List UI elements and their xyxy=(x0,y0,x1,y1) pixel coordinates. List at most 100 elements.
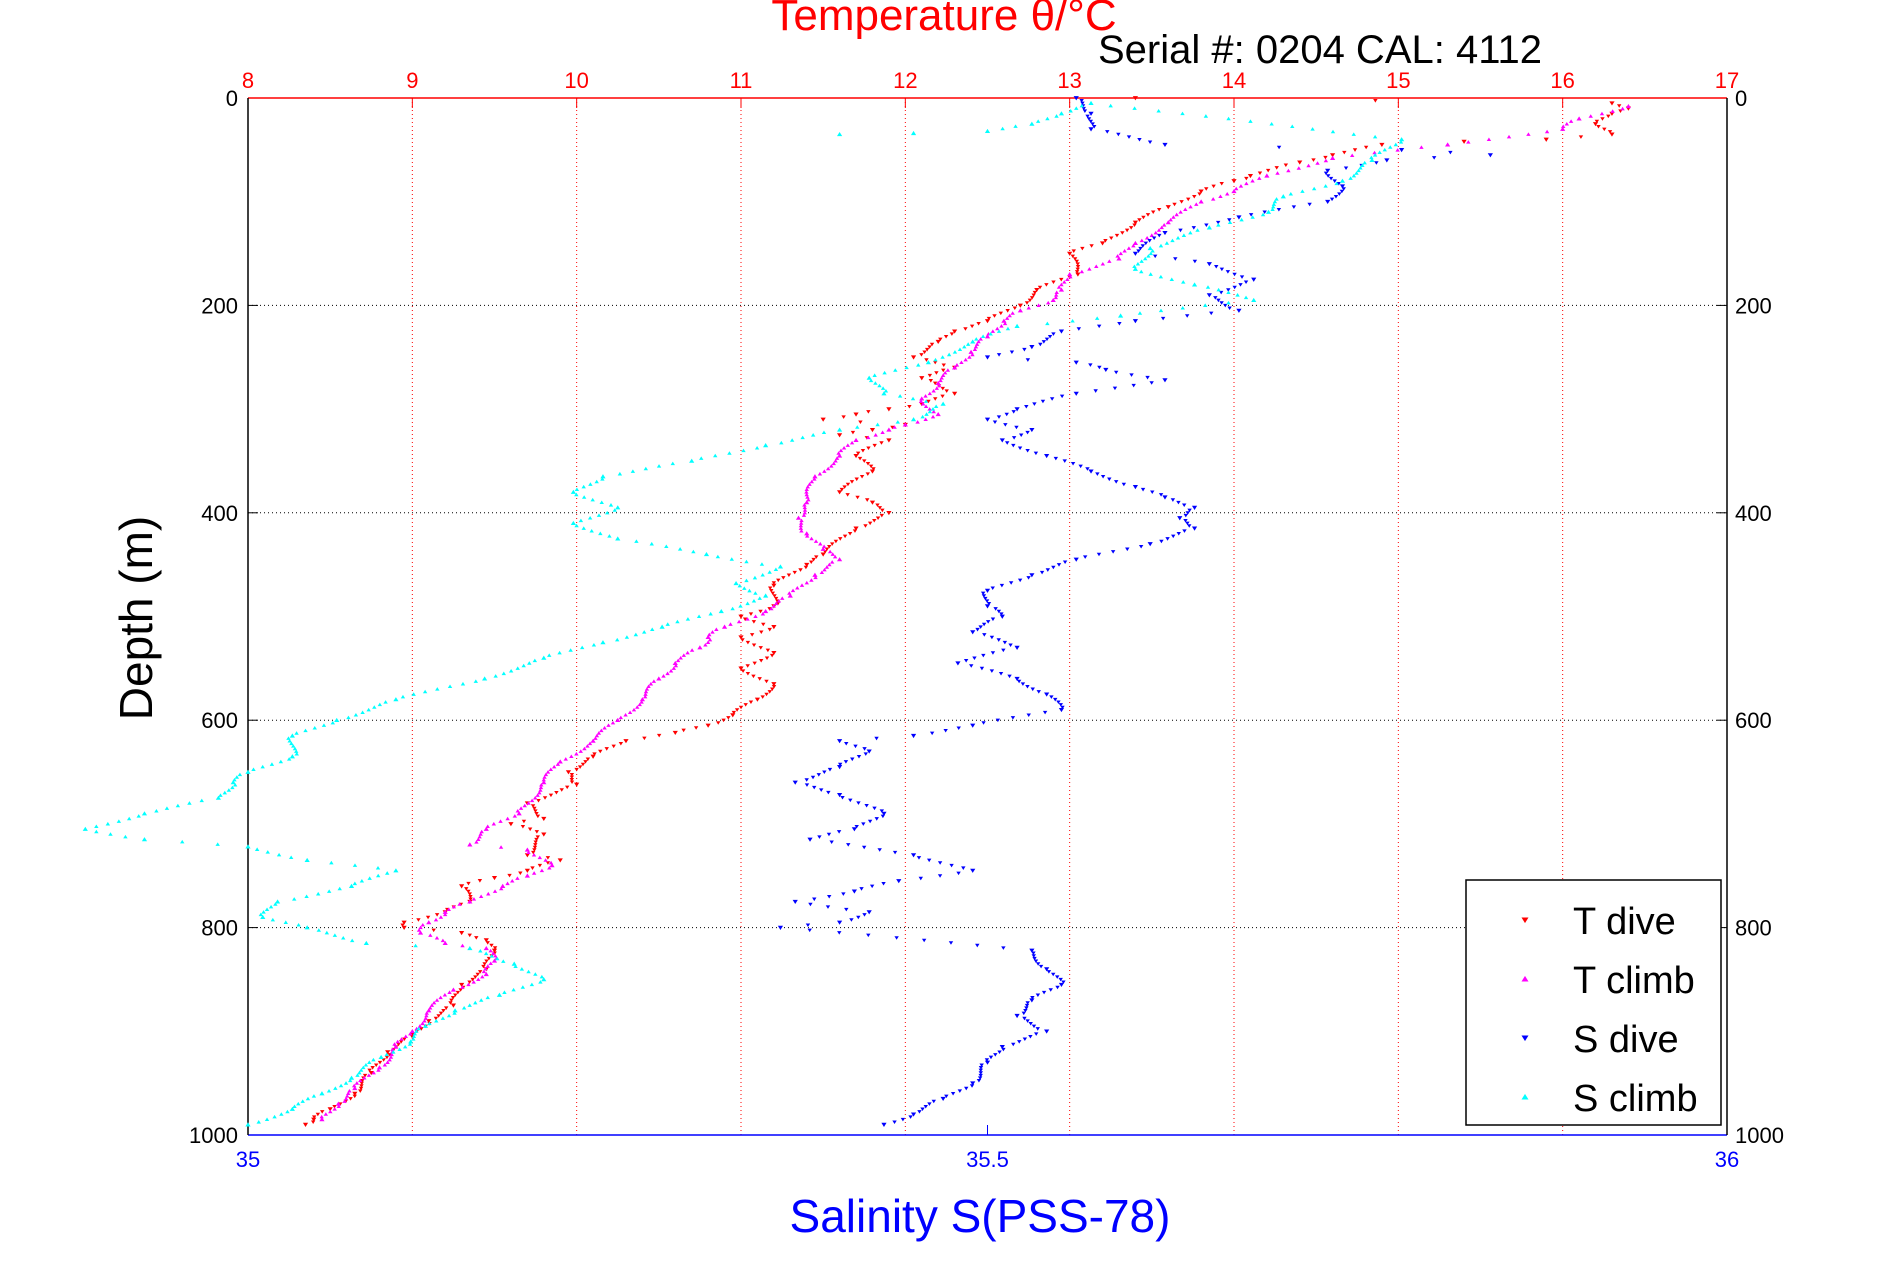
data-point xyxy=(488,961,493,966)
data-point xyxy=(1079,269,1085,274)
data-point xyxy=(409,1028,415,1034)
data-point xyxy=(412,1031,418,1036)
data-point xyxy=(1588,114,1593,118)
data-point xyxy=(1172,202,1177,207)
data-point xyxy=(1231,188,1237,194)
data-point xyxy=(1609,132,1615,137)
data-point xyxy=(776,578,781,583)
data-point xyxy=(292,897,297,901)
data-point xyxy=(918,399,924,403)
data-point xyxy=(473,1000,478,1005)
data-point xyxy=(1150,248,1155,253)
data-point xyxy=(278,759,284,764)
data-point xyxy=(466,982,471,987)
data-point xyxy=(1176,532,1181,536)
data-point xyxy=(1100,474,1106,479)
data-point xyxy=(385,1060,390,1064)
data-point xyxy=(832,554,838,559)
data-point xyxy=(910,417,917,422)
data-point xyxy=(1311,186,1317,191)
data-point xyxy=(1210,197,1216,201)
data-point xyxy=(265,850,270,854)
data-point xyxy=(1145,375,1150,380)
data-point xyxy=(1038,964,1044,969)
data-point xyxy=(1025,449,1030,453)
data-point xyxy=(978,1066,984,1070)
data-point xyxy=(1044,692,1050,697)
data-point xyxy=(1096,552,1102,557)
data-point xyxy=(944,389,949,393)
data-point xyxy=(460,943,465,948)
data-point xyxy=(311,1117,317,1122)
data-point xyxy=(934,371,939,375)
data-point xyxy=(1325,174,1331,178)
data-point xyxy=(1021,1011,1027,1016)
data-point xyxy=(970,723,976,728)
data-point xyxy=(260,764,265,769)
data-point xyxy=(1045,116,1050,121)
data-point xyxy=(1001,648,1006,653)
data-point xyxy=(501,959,506,963)
data-point xyxy=(1183,207,1188,212)
data-point xyxy=(1012,306,1018,310)
data-point xyxy=(1031,293,1036,298)
data-point xyxy=(853,744,858,749)
data-point xyxy=(872,373,877,377)
data-point xyxy=(377,1060,383,1065)
data-point xyxy=(1014,407,1020,412)
data-point xyxy=(1247,173,1254,179)
data-point xyxy=(984,355,991,360)
data-point xyxy=(975,943,980,948)
data-point xyxy=(842,534,848,539)
data-point xyxy=(844,741,849,746)
data-point xyxy=(757,677,762,681)
data-point xyxy=(417,930,424,935)
data-point xyxy=(821,430,827,434)
data-point xyxy=(705,723,711,728)
data-point xyxy=(338,1083,344,1088)
data-point xyxy=(447,990,452,994)
data-point xyxy=(897,394,903,398)
data-point xyxy=(222,790,228,795)
data-point xyxy=(1029,998,1035,1003)
data-point xyxy=(526,801,531,805)
data-point xyxy=(467,1003,472,1007)
data-point xyxy=(1218,290,1224,295)
data-point xyxy=(879,513,885,518)
data-point xyxy=(440,1016,446,1020)
data-point xyxy=(734,708,740,712)
data-point xyxy=(1183,519,1188,523)
data-point xyxy=(433,1016,439,1021)
data-point xyxy=(496,992,503,997)
data-point xyxy=(1088,111,1094,116)
data-point xyxy=(427,1021,432,1026)
data-point xyxy=(1151,236,1157,240)
data-point xyxy=(759,562,765,566)
data-point xyxy=(745,601,750,606)
data-point xyxy=(1019,433,1024,438)
data-point xyxy=(827,894,832,899)
data-point xyxy=(524,847,530,852)
data-point xyxy=(1076,327,1082,331)
data-point xyxy=(827,549,833,554)
data-point xyxy=(1008,643,1013,647)
data-point xyxy=(400,694,406,699)
data-point xyxy=(748,700,754,705)
data-point xyxy=(910,396,916,401)
data-point xyxy=(904,365,909,370)
data-point xyxy=(1343,166,1349,170)
data-point xyxy=(396,1042,401,1047)
data-point xyxy=(1248,119,1253,123)
data-point xyxy=(428,1005,433,1010)
data-point xyxy=(804,783,810,787)
data-point xyxy=(984,334,991,339)
data-point xyxy=(524,868,530,873)
data-point xyxy=(1086,117,1092,121)
data-point xyxy=(491,958,498,963)
data-point xyxy=(919,396,925,401)
data-point xyxy=(798,521,804,525)
data-point xyxy=(1075,262,1080,266)
data-point xyxy=(858,420,863,425)
data-point xyxy=(964,1086,969,1091)
